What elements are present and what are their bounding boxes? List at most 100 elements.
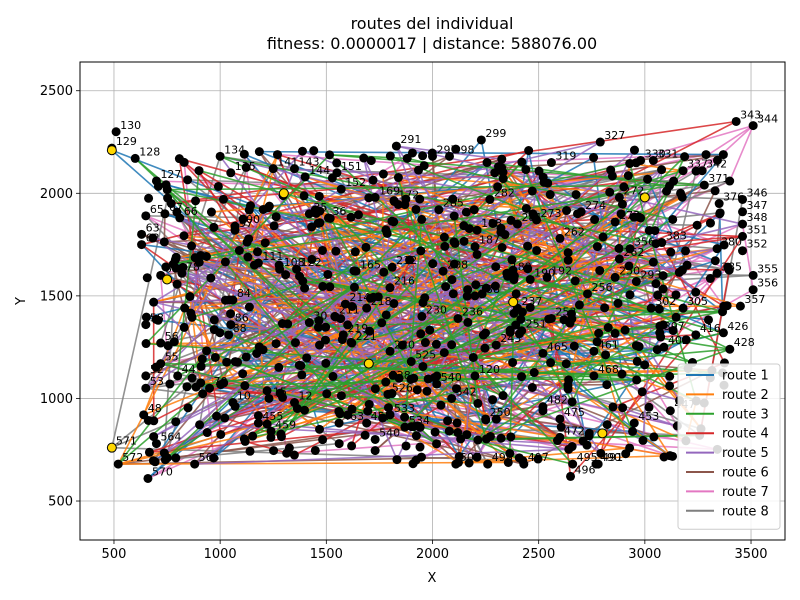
customer-node — [701, 150, 711, 160]
customer-node — [596, 448, 606, 458]
customer-node — [602, 420, 612, 430]
customer-node — [444, 426, 454, 436]
customer-node — [546, 158, 556, 168]
route-segment — [318, 195, 415, 379]
customer-node — [567, 397, 577, 407]
customer-node — [637, 387, 647, 397]
route-segment — [244, 332, 724, 440]
node-label: 282 — [494, 186, 515, 199]
node-label: 130 — [120, 119, 141, 132]
customer-node — [623, 171, 633, 181]
customer-node — [310, 205, 320, 215]
route-segment — [396, 145, 743, 225]
node-label: 108 — [284, 256, 305, 269]
customer-node — [601, 350, 611, 360]
route-segment — [407, 157, 673, 221]
customer-node — [151, 439, 161, 449]
route-segment — [661, 242, 726, 364]
customer-node — [226, 309, 236, 319]
customer-node — [185, 292, 195, 302]
customer-node — [483, 459, 493, 469]
route-segment — [194, 366, 280, 465]
node-label: 490 — [600, 451, 621, 464]
node-label: 344 — [757, 113, 778, 126]
customer-node — [156, 338, 166, 348]
customer-node — [603, 323, 613, 333]
customer-node — [439, 348, 449, 358]
customer-node — [162, 453, 172, 463]
customer-node — [274, 260, 284, 270]
customer-node — [523, 264, 533, 274]
route-segment — [173, 162, 630, 265]
route-segment — [266, 249, 538, 425]
customer-node — [327, 173, 337, 183]
customer-node — [174, 154, 184, 164]
customer-node — [595, 137, 605, 147]
node-label: 134 — [224, 143, 245, 156]
customer-node — [517, 157, 527, 167]
route-segment — [398, 308, 660, 380]
customer-node — [391, 141, 401, 151]
customer-node — [318, 435, 328, 445]
customer-node — [636, 213, 646, 223]
customer-node — [562, 206, 572, 216]
node-label: 416 — [700, 322, 721, 335]
route-segment — [350, 307, 605, 344]
customer-node — [168, 259, 178, 269]
customer-node — [300, 283, 310, 293]
customer-node — [712, 268, 722, 278]
node-label: 331 — [657, 147, 678, 160]
customer-node — [571, 190, 581, 200]
customer-node — [198, 389, 208, 399]
node-label: 343 — [740, 108, 761, 121]
customer-node — [321, 322, 331, 332]
customer-node — [432, 371, 442, 381]
customer-node — [556, 422, 566, 432]
customer-node — [220, 413, 230, 423]
node-label: 211 — [339, 303, 360, 316]
node-label: 188 — [481, 217, 502, 230]
depot-marker — [508, 297, 519, 308]
customer-node — [160, 209, 170, 219]
customer-node — [385, 283, 395, 293]
depot-marker — [162, 274, 173, 285]
legend-label: route 6 — [722, 466, 769, 481]
customer-node — [539, 177, 549, 187]
node-label: 376 — [723, 191, 744, 204]
customer-node — [485, 194, 495, 204]
customer-node — [304, 318, 314, 328]
customer-node — [631, 277, 641, 287]
customer-node — [432, 439, 442, 449]
customer-node — [574, 300, 584, 310]
customer-node — [212, 411, 222, 421]
customer-node — [699, 180, 709, 190]
node-label: 187 — [479, 234, 500, 247]
customer-node — [313, 218, 323, 228]
customer-node — [252, 247, 262, 257]
customer-node — [472, 452, 482, 462]
depot-marker — [106, 442, 117, 453]
customer-node — [370, 446, 380, 456]
customer-node — [485, 431, 495, 441]
customer-node — [511, 289, 521, 299]
route-segment — [117, 208, 417, 465]
customer-node — [617, 369, 627, 379]
customer-node — [381, 225, 391, 235]
customer-node — [470, 291, 480, 301]
customer-node — [464, 224, 474, 234]
customer-node — [691, 287, 701, 297]
customer-node — [719, 240, 729, 250]
customer-node — [451, 144, 461, 154]
customer-node — [444, 151, 454, 161]
customer-node — [525, 302, 535, 312]
node-label: 491 — [602, 451, 623, 464]
customer-node — [142, 273, 152, 283]
customer-node — [491, 340, 501, 350]
node-label: 129 — [116, 135, 137, 148]
node-label: 220 — [394, 338, 415, 351]
customer-node — [488, 395, 498, 405]
node-label: 111 — [262, 250, 283, 263]
customer-node — [347, 441, 357, 451]
customer-node — [517, 372, 527, 382]
customer-node — [151, 314, 161, 324]
